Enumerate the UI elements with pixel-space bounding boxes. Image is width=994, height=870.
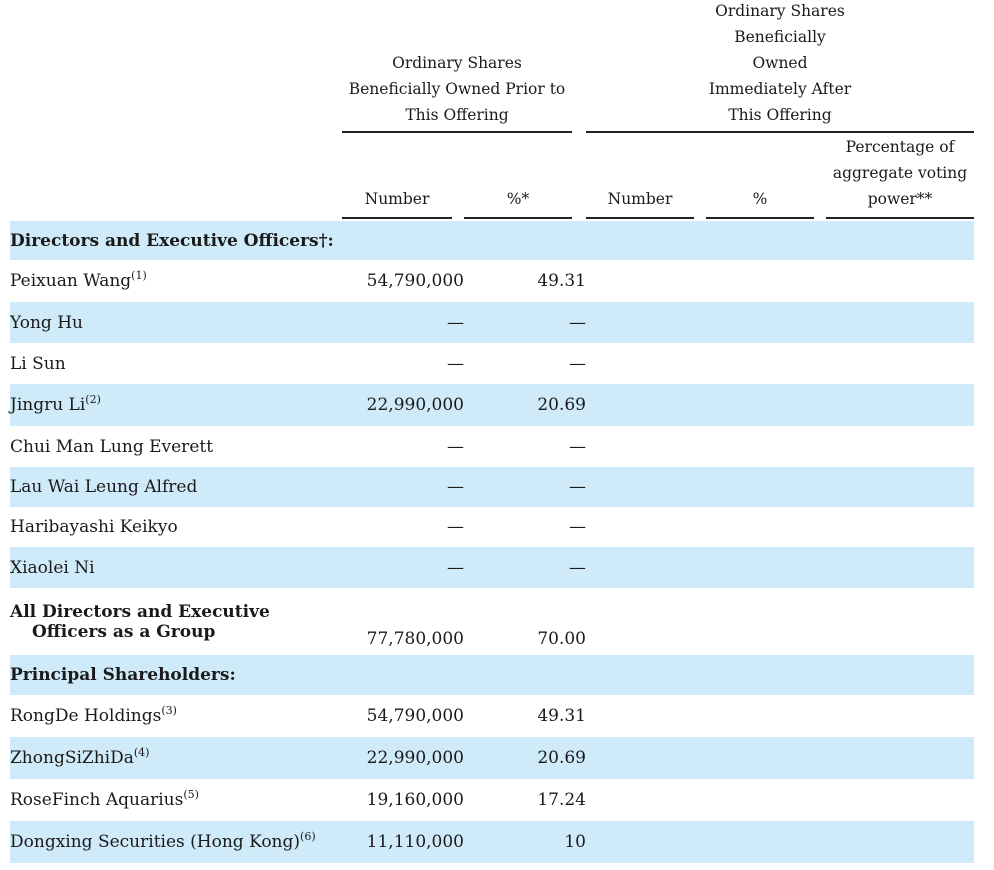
after-group-rule bbox=[586, 131, 974, 133]
shares-number: — bbox=[447, 353, 464, 374]
after-header-line: Ordinary Shares bbox=[715, 2, 845, 20]
shareholder-name: Peixuan Wang bbox=[10, 271, 132, 291]
shares-percent: 20.69 bbox=[464, 737, 586, 779]
shareholder-name: Yong Hu bbox=[10, 312, 83, 333]
footnote-ref: (4) bbox=[133, 746, 150, 759]
shareholder-name: Lau Wai Leung Alfred bbox=[10, 477, 198, 497]
col-header-voting-power: Percentage of aggregate voting power** bbox=[826, 134, 974, 212]
section-row-principal: Principal Shareholders: bbox=[10, 655, 974, 695]
section-title: Principal Shareholders: bbox=[10, 655, 342, 695]
shares-number: — bbox=[447, 517, 464, 537]
shares-percent: 49.31 bbox=[537, 706, 586, 726]
group-total-percent: 70.00 bbox=[537, 629, 586, 649]
table-row: Yong Hu — — bbox=[10, 302, 974, 343]
table-row: Dongxing Securities (Hong Kong)(6) 11,11… bbox=[10, 821, 974, 863]
table-row: Chui Man Lung Everett — — bbox=[10, 426, 974, 467]
col-rule bbox=[826, 217, 974, 219]
prior-group-rule bbox=[342, 131, 572, 133]
shares-percent: — bbox=[569, 353, 586, 374]
after-header-line: Beneficially bbox=[734, 28, 826, 46]
col-header-pct-prior: %* bbox=[506, 190, 530, 208]
shares-number: 54,790,000 bbox=[366, 706, 464, 726]
prior-offering-group-header: Ordinary Shares Beneficially Owned Prior… bbox=[342, 50, 572, 128]
table-row: Haribayashi Keikyo — — bbox=[10, 507, 974, 547]
shareholder-name: Dongxing Securities (Hong Kong) bbox=[10, 832, 301, 852]
voting-header-line: Percentage of bbox=[845, 138, 955, 156]
footnote-ref: (6) bbox=[300, 830, 316, 843]
col-header-number-prior: Number bbox=[364, 190, 430, 208]
shareholding-table: Directors and Executive Officers†: Peixu… bbox=[10, 221, 974, 863]
shares-number: 19,160,000 bbox=[366, 790, 464, 810]
table-row: RoseFinch Aquarius(5) 19,160,000 17.24 bbox=[10, 779, 974, 821]
table-row: Xiaolei Ni — — bbox=[10, 547, 974, 588]
shares-number: — bbox=[342, 547, 464, 588]
group-total-number: 77,780,000 bbox=[366, 629, 464, 649]
shares-percent: — bbox=[464, 547, 586, 588]
shareholder-name: RoseFinch Aquarius bbox=[10, 790, 184, 810]
shareholder-name: ZhongSiZhiDa bbox=[10, 748, 134, 768]
shares-number: — bbox=[342, 302, 464, 343]
shareholder-name: Xiaolei Ni bbox=[10, 557, 95, 578]
shares-number: — bbox=[342, 467, 464, 507]
table-row: Jingru Li(2) 22,990,000 20.69 bbox=[10, 384, 974, 426]
shares-percent: 10 bbox=[464, 821, 586, 863]
voting-header-line: power** bbox=[867, 190, 933, 208]
prior-header-line: Ordinary Shares bbox=[392, 54, 522, 72]
shares-number: 54,790,000 bbox=[366, 271, 464, 291]
col-rule bbox=[586, 217, 694, 219]
footnote-ref: (5) bbox=[183, 788, 199, 801]
shareholder-name: Chui Man Lung Everett bbox=[10, 436, 214, 457]
shareholder-name: Li Sun bbox=[10, 353, 66, 374]
shares-number: 22,990,000 bbox=[342, 384, 464, 426]
shares-percent: 20.69 bbox=[464, 384, 586, 426]
prior-header-line: This Offering bbox=[405, 106, 509, 124]
group-total-label-line2: Officers as a Group bbox=[32, 621, 216, 642]
table-row: Li Sun — — bbox=[10, 343, 974, 384]
after-header-line: This Offering bbox=[728, 106, 832, 124]
shares-percent: 49.31 bbox=[537, 271, 586, 291]
group-total-row: All Directors and Executive Officers as … bbox=[10, 588, 974, 655]
table-row: Peixuan Wang(1) 54,790,000 49.31 bbox=[10, 260, 974, 302]
shares-percent: — bbox=[464, 467, 586, 507]
section-row-directors: Directors and Executive Officers†: bbox=[10, 221, 974, 260]
col-header-pct-after: % bbox=[752, 190, 768, 208]
group-total-label-line1: All Directors and Executive bbox=[10, 601, 270, 622]
after-header-line: Owned bbox=[752, 54, 808, 72]
table-row: Lau Wai Leung Alfred — — bbox=[10, 467, 974, 507]
after-offering-group-header: Ordinary Shares Beneficially Owned Immed… bbox=[586, 0, 974, 128]
shareholder-name: RongDe Holdings bbox=[10, 706, 162, 726]
shares-percent: — bbox=[569, 436, 586, 457]
section-title: Directors and Executive Officers†: bbox=[10, 221, 342, 260]
shares-percent: 17.24 bbox=[537, 790, 586, 810]
shares-number: 22,990,000 bbox=[342, 737, 464, 779]
footnote-ref: (2) bbox=[85, 393, 101, 406]
after-header-line: Immediately After bbox=[708, 80, 852, 98]
shares-percent: — bbox=[569, 517, 586, 537]
shareholder-name: Jingru Li bbox=[10, 395, 86, 415]
table-row: ZhongSiZhiDa(4) 22,990,000 20.69 bbox=[10, 737, 974, 779]
shares-percent: — bbox=[464, 302, 586, 343]
footnote-ref: (3) bbox=[161, 704, 177, 717]
shares-number: 11,110,000 bbox=[342, 821, 464, 863]
shareholder-name: Haribayashi Keikyo bbox=[10, 517, 178, 537]
col-header-number-after: Number bbox=[607, 190, 673, 208]
shares-number: — bbox=[447, 436, 464, 457]
col-rule bbox=[706, 217, 814, 219]
prior-header-line: Beneficially Owned Prior to bbox=[348, 80, 566, 98]
col-rule bbox=[342, 217, 452, 219]
table-row: RongDe Holdings(3) 54,790,000 49.31 bbox=[10, 695, 974, 737]
footnote-ref: (1) bbox=[131, 269, 147, 282]
voting-header-line: aggregate voting bbox=[832, 164, 968, 182]
col-rule bbox=[464, 217, 572, 219]
